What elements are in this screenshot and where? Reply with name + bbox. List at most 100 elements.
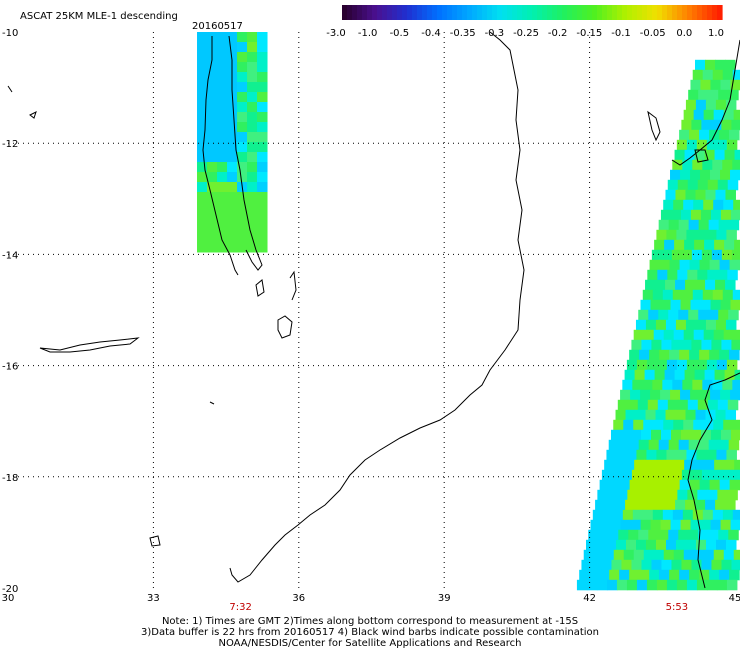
- swath-cell: [714, 149, 726, 161]
- swath-cell: [685, 279, 696, 291]
- colorbar-segment: [597, 5, 603, 20]
- swath-cell: [247, 102, 258, 113]
- swath-cell: [700, 389, 711, 401]
- swath-cell: [247, 202, 258, 213]
- swath-cell: [673, 549, 685, 561]
- swath-cell: [643, 549, 655, 561]
- swath-cell: [733, 109, 740, 121]
- swath-cell: [643, 329, 655, 341]
- swath-cell: [237, 212, 248, 223]
- swath-cell: [654, 459, 665, 471]
- swath-cell: [698, 219, 710, 231]
- swath-cell: [676, 579, 688, 591]
- swath-cell: [678, 219, 690, 231]
- swath-cell: [733, 549, 740, 561]
- colorbar-segment: [357, 5, 363, 20]
- swath-cell: [687, 179, 699, 191]
- swath-cell: [673, 329, 685, 341]
- swath-cell: [645, 499, 656, 511]
- swath-cell: [658, 309, 669, 321]
- swath-cell: [217, 182, 228, 193]
- swath-cell: [702, 69, 714, 81]
- swath-cell: [733, 199, 740, 211]
- swath-cell: [673, 419, 684, 431]
- swath-cell: [624, 459, 635, 471]
- swath-cell: [197, 152, 208, 163]
- swath-cell: [686, 449, 697, 461]
- swath-cell: [237, 132, 248, 143]
- swath-cell: [257, 52, 268, 63]
- swath-cell: [715, 279, 726, 291]
- swath-cell: [658, 219, 670, 231]
- swath-cell: [669, 259, 681, 271]
- swath-cell: [623, 419, 634, 431]
- swath-cell: [609, 569, 620, 581]
- swath-cell: [684, 239, 695, 251]
- colorbar-segment: [662, 5, 668, 20]
- swath-cell: [647, 269, 658, 281]
- swath-cell: [217, 192, 228, 203]
- swath-cell: [599, 569, 610, 581]
- swath-cell: [679, 569, 690, 581]
- swath-cell: [207, 132, 218, 143]
- colorbar-segment: [572, 5, 578, 20]
- swath-cell: [682, 379, 693, 391]
- colorbar-segment: [647, 5, 653, 20]
- swath-cell: [659, 349, 670, 361]
- swath-cell: [706, 539, 717, 551]
- swath-cell: [717, 179, 729, 191]
- swath-cell: [649, 349, 660, 361]
- swath-cell: [660, 299, 672, 311]
- swath-cell: [633, 329, 645, 341]
- swath-cell: [576, 579, 588, 591]
- swath-cell: [728, 219, 740, 231]
- swath-cell: [731, 469, 740, 481]
- colorbar-segment: [422, 5, 428, 20]
- swath-cell: [714, 459, 725, 471]
- swath-cell: [718, 309, 729, 321]
- swath-cell: [711, 339, 722, 351]
- swath-cell: [650, 389, 661, 401]
- swath-cell: [646, 539, 657, 551]
- swath-cell: [597, 489, 608, 501]
- colorbar-segment: [462, 5, 468, 20]
- swath-cell: [698, 439, 710, 451]
- swath-cell: [217, 232, 228, 243]
- swath-cell: [680, 389, 691, 401]
- swath-cell: [672, 159, 683, 171]
- swath-cell: [731, 559, 740, 571]
- swath-cell: [237, 52, 248, 63]
- swath-cell: [197, 102, 208, 113]
- swath-cell: [207, 112, 218, 123]
- swath-cell: [247, 172, 258, 183]
- swath-cell: [642, 509, 654, 521]
- swath-cell: [660, 429, 672, 441]
- swath-cell: [247, 52, 258, 63]
- swath-cell: [217, 72, 228, 83]
- swath-cell: [257, 172, 268, 183]
- swath-cell: [656, 359, 668, 371]
- swath-cell: [257, 102, 268, 113]
- swath-cell: [688, 309, 699, 321]
- swath-cell: [589, 569, 600, 581]
- swath-cell: [695, 409, 707, 421]
- swath-cell: [609, 479, 621, 491]
- swath-cell: [660, 389, 671, 401]
- swath-cell: [728, 439, 740, 451]
- swath-cell: [674, 239, 685, 251]
- swath-cell: [257, 202, 268, 213]
- swath-cell: [616, 579, 628, 591]
- swath-cell: [661, 249, 673, 261]
- swath-cell: [207, 182, 218, 193]
- swath-cell: [695, 59, 706, 71]
- swath-cell: [227, 212, 238, 223]
- swath-cell: [653, 329, 665, 341]
- swath-cell: [656, 539, 667, 551]
- swath-cell: [651, 249, 663, 261]
- swath-cell: [237, 192, 248, 203]
- swath-cell: [604, 459, 615, 471]
- swath-cell: [631, 469, 643, 481]
- swath-cell: [684, 459, 695, 471]
- swath-cell: [724, 459, 735, 471]
- swath-cell: [668, 309, 679, 321]
